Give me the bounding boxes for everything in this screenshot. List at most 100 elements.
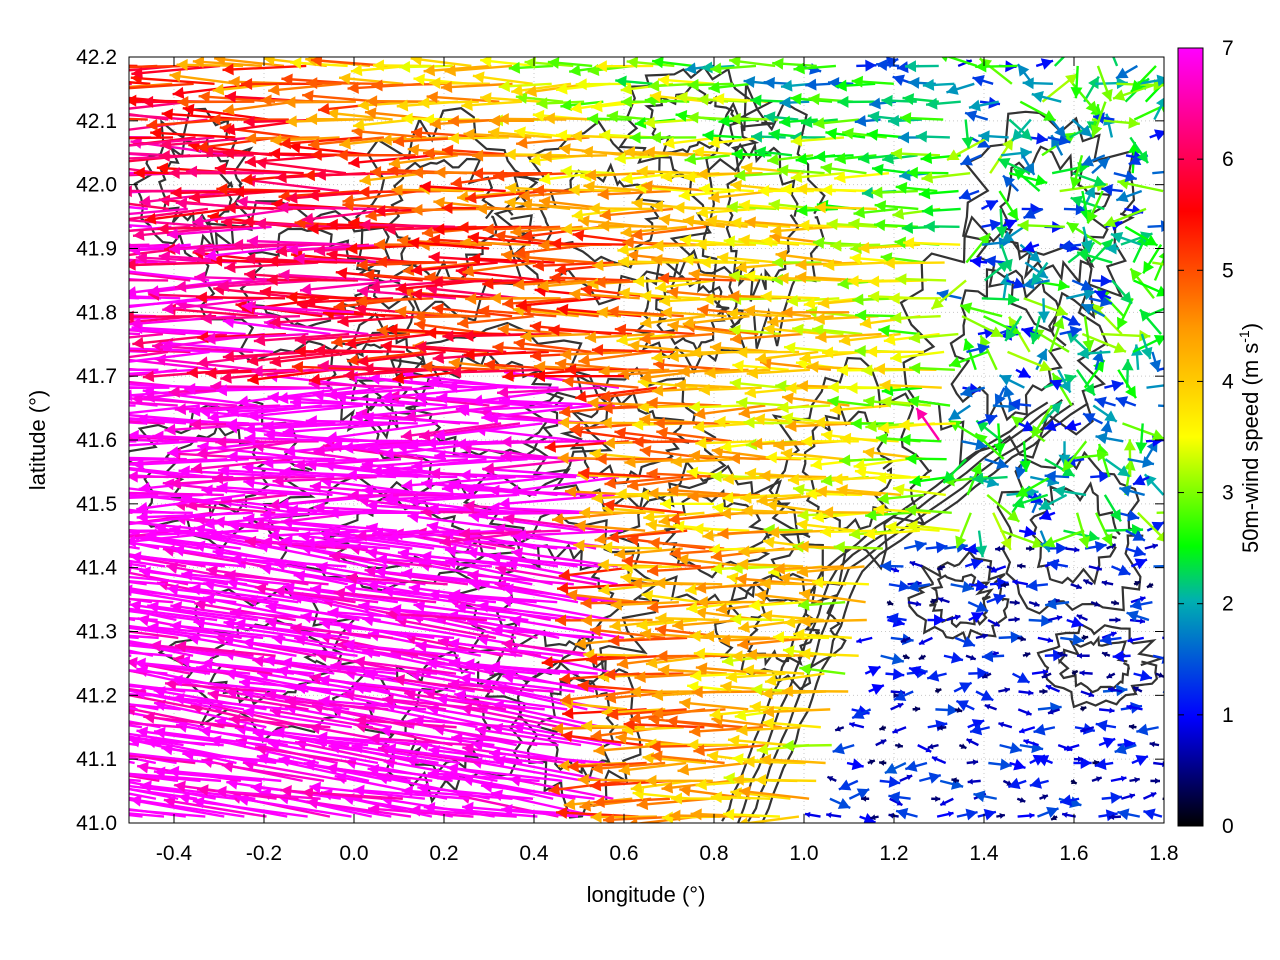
wind-arrow-head [1136, 723, 1149, 736]
wind-arrow-head [57, 501, 68, 513]
wind-arrow-shaft [268, 741, 379, 765]
wind-arrow [1104, 379, 1124, 392]
wind-arrow [630, 779, 692, 794]
wind-arrow [309, 781, 426, 800]
wind-arrow-shaft [409, 808, 517, 818]
wind-arrow [301, 786, 403, 800]
wind-arrow [1094, 396, 1116, 409]
wind-arrow-head [1094, 758, 1107, 771]
wind-arrow-shaft [491, 725, 603, 747]
wind-arrow [690, 669, 747, 682]
wind-arrow-shaft [284, 705, 393, 729]
wind-arrow-shaft [393, 677, 494, 693]
wind-arrow-head [111, 459, 122, 471]
wind-arrow-head [888, 292, 900, 305]
wind-arrow-head [559, 672, 571, 685]
wind-arrow [459, 672, 575, 693]
wind-arrow-shaft [286, 295, 372, 300]
wind-arrow-head [1036, 755, 1050, 767]
wind-arrow-head [167, 446, 179, 459]
wind-arrow-head [1108, 686, 1114, 693]
wind-arrow [1018, 689, 1034, 696]
wind-arrow-head [447, 678, 460, 691]
wind-arrow-head [590, 811, 602, 823]
wind-arrow-head [64, 592, 76, 604]
wind-arrow-head [462, 743, 475, 756]
wind-arrow [636, 797, 710, 811]
wind-arrow-head [581, 720, 593, 733]
wind-arrow-head [327, 606, 339, 619]
wind-arrow-shaft [651, 708, 726, 715]
wind-arrow [931, 795, 941, 802]
wind-arrow-head [632, 435, 644, 448]
wind-arrow-shaft [412, 718, 520, 729]
wind-arrow [798, 588, 866, 604]
wind-arrow-head [301, 786, 314, 799]
wind-arrow [727, 734, 789, 747]
wind-arrow-shaft [328, 744, 439, 765]
wind-arrow-head [738, 785, 751, 798]
wind-arrow-head [1127, 509, 1140, 522]
wind-arrow-head [129, 703, 137, 716]
wind-arrow [998, 687, 1011, 694]
wind-arrow-head [1079, 670, 1085, 677]
wind-arrow-head [252, 655, 265, 668]
wind-arrow-head [897, 742, 903, 749]
wind-arrow-head [78, 714, 89, 726]
wind-arrow [969, 723, 990, 736]
wind-arrow [1061, 314, 1081, 327]
wind-arrow [975, 530, 988, 558]
wind-arrow-head [259, 286, 272, 299]
wind-arrow-head [838, 779, 852, 791]
wind-arrow-head [46, 625, 57, 637]
wind-arrow [129, 475, 146, 479]
wind-arrow-head [827, 776, 834, 782]
wind-arrow-head [909, 362, 921, 375]
wind-arrow-head [561, 730, 573, 743]
wind-arrow-head [459, 672, 472, 685]
wind-arrow-head [870, 814, 876, 821]
wind-arrow-head [712, 502, 724, 515]
wind-arrow-head [1105, 809, 1118, 822]
wind-arrow-head [1025, 710, 1032, 716]
wind-arrow-head [97, 411, 108, 423]
wind-arrow-head [1121, 359, 1134, 371]
wind-arrow-head [401, 785, 414, 798]
wind-arrow-shaft [401, 789, 513, 800]
wind-arrow [221, 760, 325, 783]
wind-arrow [939, 797, 954, 807]
wind-arrow [618, 761, 687, 776]
wind-arrow [832, 742, 855, 755]
wind-arrow-head [378, 743, 390, 756]
wind-arrow [1011, 672, 1031, 684]
wind-arrow [78, 714, 183, 729]
wind-arrow-shaft [738, 789, 810, 800]
wind-arrow [1101, 580, 1114, 586]
wind-arrow [1150, 777, 1161, 784]
wind-arrow-shaft [129, 808, 206, 818]
wind-arrow-head [1046, 806, 1059, 819]
wind-arrow-shaft [129, 332, 141, 336]
wind-arrow-head [455, 438, 467, 451]
wind-arrow [129, 669, 168, 675]
wind-arrow-head [85, 544, 97, 556]
wind-arrow-shaft [351, 744, 461, 765]
wind-arrow [973, 790, 997, 803]
wind-arrow-head [384, 743, 397, 756]
wind-arrow [488, 660, 598, 675]
wind-arrow-head [400, 567, 413, 580]
wind-arrow-head [1150, 792, 1157, 798]
wind-arrow [654, 279, 715, 293]
wind-arrow-head [1004, 687, 1010, 694]
wind-arrow-shaft [623, 722, 705, 729]
wind-arrow-shaft [129, 684, 205, 693]
wind-arrow-head [892, 668, 905, 681]
wind-arrow-head [951, 777, 957, 784]
wind-arrow-head [1056, 542, 1068, 555]
wind-arrow [129, 737, 224, 747]
wind-arrow [1009, 599, 1020, 606]
wind-arrow [1039, 688, 1048, 695]
wind-arrow-head [947, 811, 954, 817]
wind-arrow [895, 273, 947, 286]
wind-arrow-head [25, 288, 36, 300]
